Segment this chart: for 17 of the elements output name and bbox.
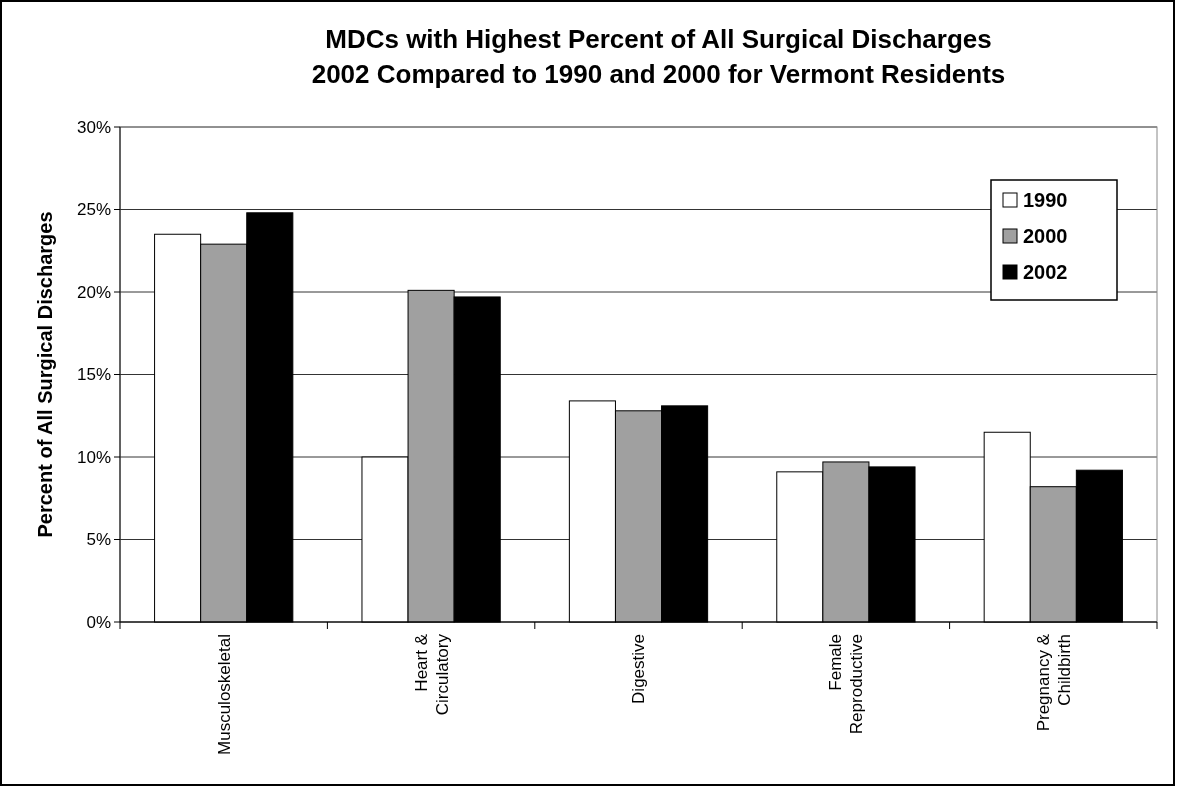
y-axis-title: Percent of All Surgical Discharges (34, 211, 56, 538)
y-tick-label: 25% (76, 200, 111, 220)
y-tick-label: 10% (76, 447, 111, 467)
legend-label: 2000 (1023, 225, 1068, 247)
x-tick-label: Pregnancy & Childbirth (1033, 633, 1074, 732)
x-tick-label: Female Reproductive (826, 634, 867, 735)
y-tick-label: 5% (86, 530, 111, 550)
x-tick-label: Digestive (629, 634, 649, 704)
legend-label: 1990 (1023, 189, 1068, 211)
legend-label: 2002 (1023, 261, 1068, 283)
y-tick-label: 15% (76, 365, 111, 385)
y-tick-label: 30% (76, 117, 111, 137)
x-tick-label: Heart & Circulatory (411, 633, 452, 716)
y-tick-label: 20% (76, 282, 111, 302)
chart-title: MDCs with Highest Percent of All Surgical Discharges 2002 Compared to 1990 and 2000 for Vermont Residents (311, 24, 1006, 89)
x-tick-label: Musculoskeletal (214, 634, 234, 755)
y-tick-label: 0% (86, 612, 111, 632)
